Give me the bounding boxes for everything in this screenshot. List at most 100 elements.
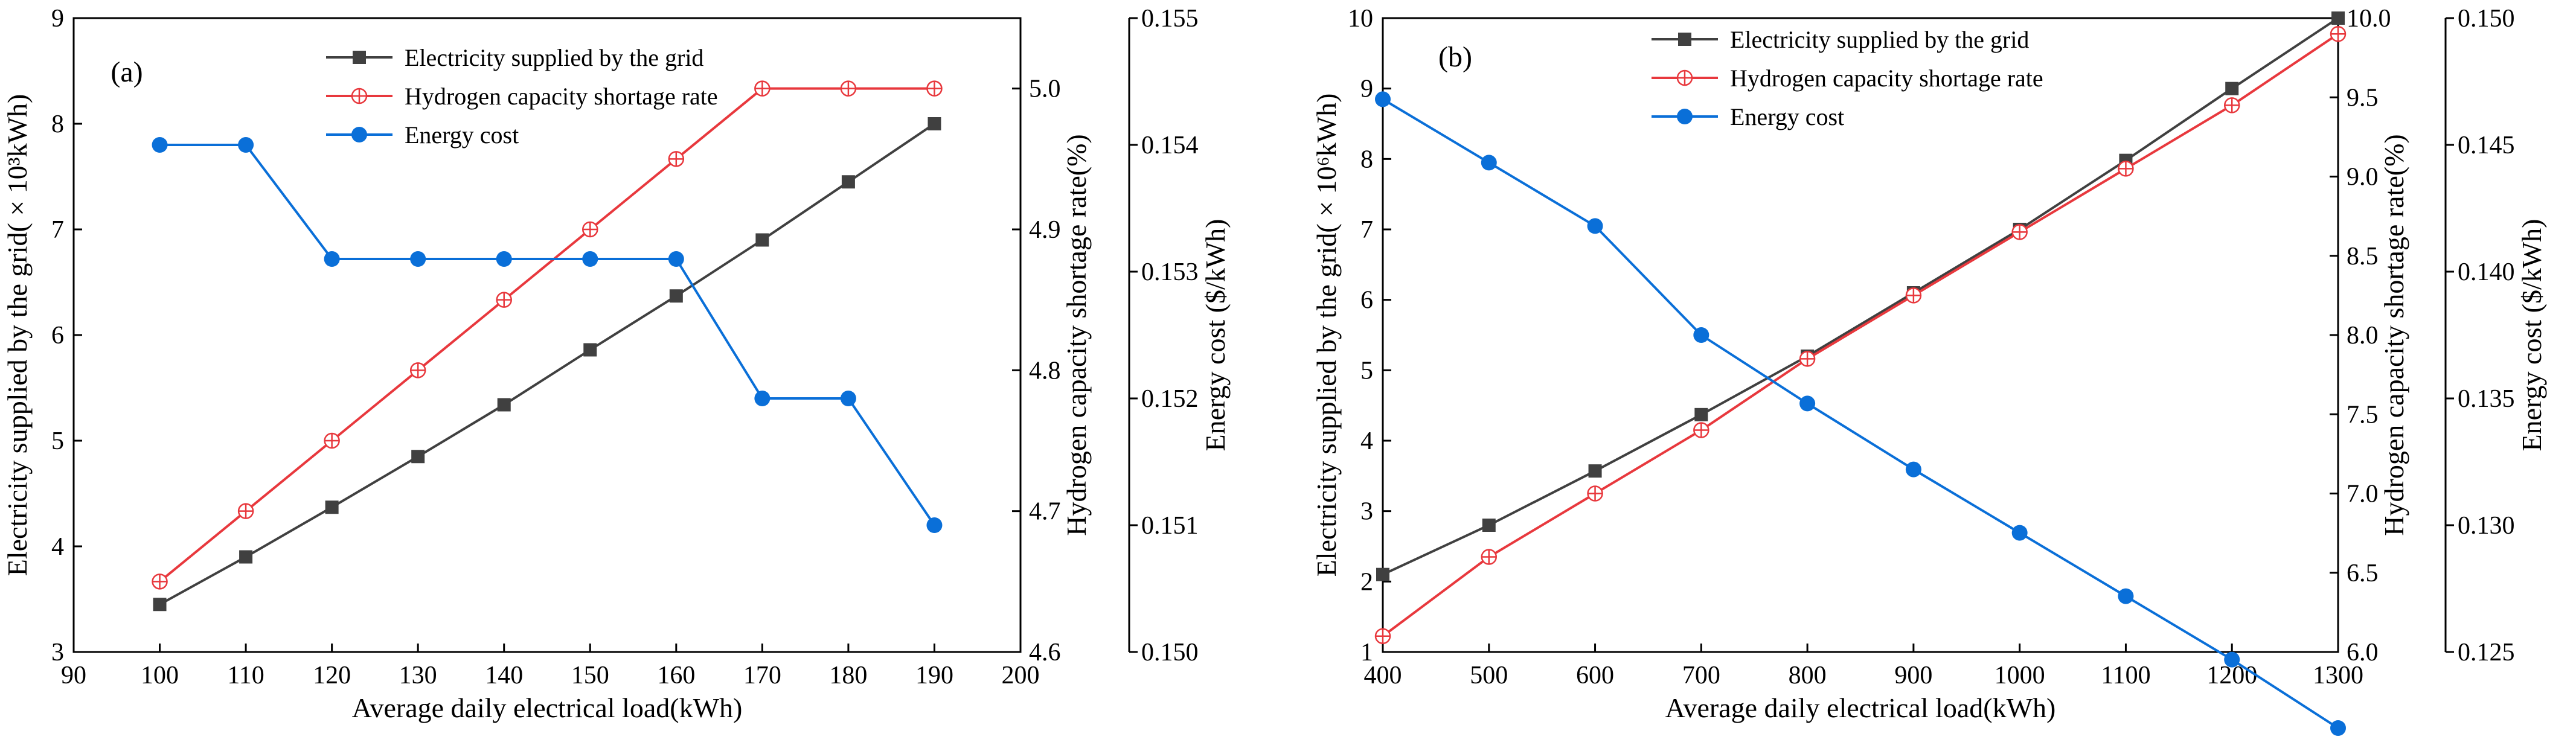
y-right2-axis-title: Energy cost ($/kWh) [2516,219,2547,452]
series-energy-cost [152,137,943,533]
series-line [159,87,935,583]
y-right1-tick-label: 9.5 [2347,84,2379,112]
y-right2-tick-label: 0.145 [2458,132,2515,159]
y-right2-tick-label: 0.154 [1141,132,1199,159]
x-tick-label: 140 [485,662,523,689]
data-point [669,289,683,303]
series-electricity-supplied-by-the-grid [153,117,941,612]
y-right2-tick-label: 0.150 [1141,639,1199,666]
x-axis-title: Average daily electrical load(kWh) [1665,692,2056,723]
data-point [1678,33,1691,46]
series-line [1382,17,2339,576]
data-point [1677,109,1693,124]
data-point [2330,720,2346,736]
y-right1-tick-label: 6.5 [2347,560,2379,587]
y-right2-tick-label: 0.125 [2458,639,2515,666]
data-point [353,51,366,64]
data-point [841,175,855,189]
x-tick-label: 100 [141,662,179,689]
y-right1-tick-label: 4.7 [1029,498,1061,526]
series-hydrogen-capacity-shortage-rate [1374,26,2347,644]
legend-entry: Energy cost [1730,103,1844,130]
x-tick-label: 1000 [1994,662,2045,689]
data-point [1799,395,1816,412]
y-right2-tick-label: 0.151 [1141,512,1199,540]
legend-entry: Energy cost [405,121,519,149]
y-left-tick-label: 8 [1360,145,1373,173]
y-right1-axis-title: Hydrogen capacity shortage rate(%) [1061,134,1092,535]
x-tick-label: 1300 [2313,662,2363,689]
series-energy-cost [1375,91,2346,736]
data-point [840,391,856,406]
y-right2-axis-title: Energy cost ($/kWh) [1200,219,1231,452]
y-right1-tick-label: 5.0 [1029,75,1061,103]
y-right1-tick-label: 6.0 [2347,639,2379,666]
chart-panel-a: 90 100 110 120 130 140 150 160 170 180 190 200 3 4 5 6 7… [2,5,1231,723]
data-point [2011,525,2028,541]
x-tick-label: 150 [571,662,609,689]
y-right2-tick-label: 0.152 [1141,385,1199,413]
y-left-tick-label: 9 [51,5,64,33]
y-right1-tick-label: 8.0 [2347,322,2379,350]
data-point [928,117,941,130]
panel-label: (b) [1438,41,1472,73]
data-point [238,137,254,153]
data-point [1905,461,1921,478]
series-line [159,144,936,526]
y-left-tick-label: 1 [1360,639,1373,666]
data-point [583,343,597,357]
y-left-tick-label: 4 [51,533,64,561]
data-point [1375,91,1391,107]
y-right2-tick-label: 0.155 [1141,5,1199,33]
x-tick-label: 190 [915,662,953,689]
data-point [324,251,340,267]
data-point [1588,464,1602,478]
y-left-tick-label: 9 [1360,75,1373,103]
y-right1-axis-title: Hydrogen capacity shortage rate(%) [2379,134,2409,535]
y-right1-tick-label: 10.0 [2347,5,2391,33]
data-point [1587,218,1603,234]
y-left-axis-title: Electricity supplied by the grid( × 10⁶k… [1311,94,1342,577]
data-point [152,137,168,153]
data-point [410,251,426,267]
data-point [1376,567,1389,581]
y-left-axis-title: Electricity supplied by the grid( × 10³k… [2,94,33,577]
y-right2-tick-label: 0.135 [2458,385,2515,413]
x-axis-title: Average daily electrical load(kWh) [352,692,743,723]
x-tick-label: 110 [227,662,264,689]
series-electricity-supplied-by-the-grid [1376,11,2345,581]
legend-entry: Electricity supplied by the grid [1730,26,2029,53]
x-tick-label: 400 [1364,662,1402,689]
legend: Electricity supplied by the grid Hydrogen… [1652,26,2043,130]
x-tick-label: 1100 [2101,662,2150,689]
plot-frame [72,17,1022,653]
y-right2-tick-label: 0.153 [1141,258,1199,286]
legend: Electricity supplied by the grid Hydrogen… [326,44,718,149]
legend-entry: Hydrogen capacity shortage rate [1730,65,2043,92]
y-left-tick-label: 6 [51,322,64,350]
x-tick-label: 200 [1002,662,1040,689]
x-tick-label: 600 [1576,662,1614,689]
y-right1-tick-label: 7.0 [2347,481,2379,508]
series-hydrogen-capacity-shortage-rate [152,80,943,590]
data-point [351,127,367,142]
y-left-tick-label: 8 [51,110,64,138]
y-left-tick-label: 6 [1360,287,1373,315]
y-left-tick-label: 5 [1360,357,1373,385]
y-left-tick-label: 7 [51,216,64,244]
panel-label: (a) [111,56,143,88]
y-right1-tick-label: 7.5 [2347,401,2379,429]
y-right1-tick-label: 4.8 [1029,357,1061,385]
data-point [582,251,598,267]
data-point [1481,155,1497,171]
y-right2-tick-label: 0.130 [2458,512,2515,540]
data-point [2118,588,2134,604]
series-line [159,123,935,606]
data-point [497,398,511,412]
data-point [411,450,425,464]
data-point [496,251,512,267]
data-point [2225,81,2239,95]
data-point [1694,407,1708,421]
y-left-tick-label: 3 [1360,498,1373,526]
